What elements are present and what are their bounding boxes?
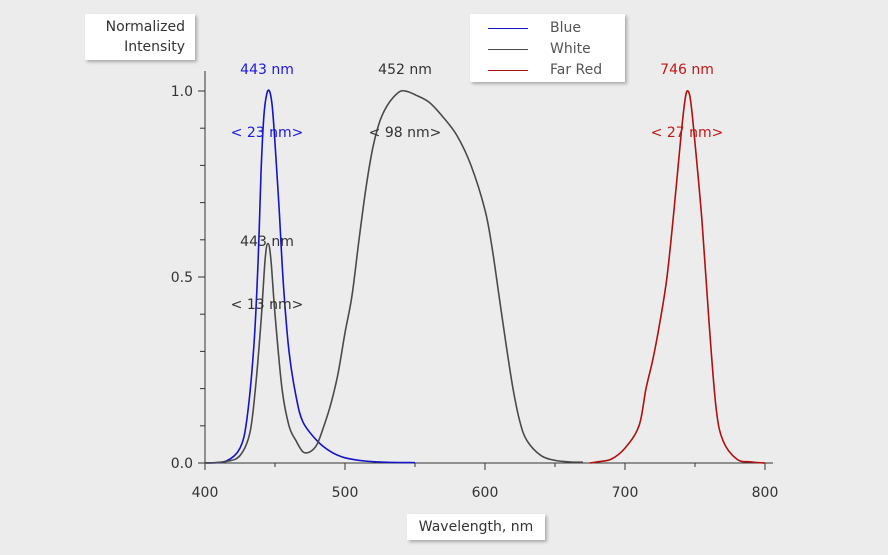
- series-line-far-red: [589, 90, 766, 464]
- annotation-blue-peak-line1: 443 nm: [240, 62, 294, 78]
- legend-label-white: White: [550, 41, 591, 57]
- annotation-far-red-peak-line1: 746 nm: [660, 62, 714, 78]
- x-axis-label: Wavelength, nm: [407, 514, 545, 540]
- y-axis-label-text: Normalized Intensity: [105, 19, 185, 55]
- annotation-blue-peak: 443 nm < 23 nm>: [222, 18, 312, 186]
- legend-swatch-far-red: [488, 70, 528, 71]
- x-tick-label: 400: [192, 485, 219, 501]
- legend-swatch-blue: [488, 28, 528, 29]
- annotation-white-peak: 452 nm < 98 nm>: [360, 18, 450, 186]
- x-tick-label: 500: [332, 485, 359, 501]
- annotation-far-red-peak-line2: < 27 nm>: [650, 125, 724, 141]
- curves: [204, 89, 766, 464]
- x-tick-label: 700: [612, 485, 639, 501]
- axes: 0.0 0.5 1.0 400 500 600 700 800: [171, 71, 779, 501]
- legend-label-blue: Blue: [550, 20, 581, 36]
- y-axis-label: Normalized Intensity: [85, 14, 195, 60]
- legend-swatch-white: [488, 49, 528, 50]
- y-tick-label: 0.0: [171, 456, 193, 472]
- annotation-far-red-peak: 746 nm < 27 nm>: [642, 18, 732, 186]
- legend: Blue White Far Red: [470, 14, 625, 82]
- annotation-white-blue-peak: 443 nm < 13 nm>: [222, 190, 312, 358]
- series-line-blue: [204, 89, 416, 464]
- x-tick-label: 800: [752, 485, 779, 501]
- series-line-white: [204, 89, 584, 464]
- y-tick-label: 0.5: [171, 270, 193, 286]
- annotation-white-peak-line1: 452 nm: [378, 62, 432, 78]
- annotation-blue-peak-line2: < 23 nm>: [230, 125, 304, 141]
- y-tick-label: 1.0: [171, 84, 193, 100]
- legend-label-far-red: Far Red: [550, 62, 603, 78]
- x-axis-label-text: Wavelength, nm: [418, 519, 534, 535]
- annotation-white-peak-line2: < 98 nm>: [368, 125, 442, 141]
- x-tick-label: 600: [472, 485, 499, 501]
- annotation-white-blue-peak-line1: 443 nm: [240, 234, 294, 250]
- annotation-white-blue-peak-line2: < 13 nm>: [230, 297, 304, 313]
